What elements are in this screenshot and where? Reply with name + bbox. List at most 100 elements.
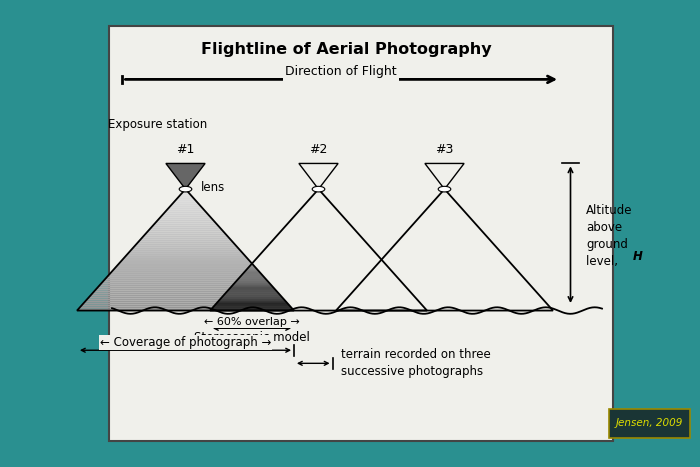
Polygon shape bbox=[162, 213, 209, 215]
Polygon shape bbox=[210, 310, 294, 311]
Polygon shape bbox=[213, 307, 291, 308]
Text: Stereoscopic model: Stereoscopic model bbox=[194, 331, 310, 344]
Polygon shape bbox=[239, 278, 265, 279]
Polygon shape bbox=[232, 284, 272, 285]
Polygon shape bbox=[153, 224, 218, 226]
Polygon shape bbox=[232, 285, 272, 286]
Polygon shape bbox=[228, 290, 276, 291]
Polygon shape bbox=[299, 163, 338, 189]
Polygon shape bbox=[166, 163, 205, 189]
Polygon shape bbox=[237, 280, 267, 281]
Polygon shape bbox=[239, 277, 265, 278]
Text: Jensen, 2009: Jensen, 2009 bbox=[615, 418, 683, 428]
Polygon shape bbox=[171, 203, 200, 205]
Text: lens: lens bbox=[201, 181, 225, 194]
Polygon shape bbox=[155, 221, 216, 224]
Polygon shape bbox=[248, 266, 256, 267]
Polygon shape bbox=[230, 287, 274, 288]
Polygon shape bbox=[106, 276, 265, 278]
Polygon shape bbox=[93, 290, 278, 292]
Polygon shape bbox=[247, 268, 257, 269]
Polygon shape bbox=[225, 293, 279, 294]
Text: ← Coverage of photograph →: ← Coverage of photograph → bbox=[100, 336, 271, 349]
Polygon shape bbox=[236, 281, 268, 282]
Polygon shape bbox=[230, 288, 274, 289]
Polygon shape bbox=[135, 244, 236, 246]
Polygon shape bbox=[140, 238, 231, 240]
Polygon shape bbox=[226, 292, 278, 293]
Polygon shape bbox=[133, 246, 238, 248]
Polygon shape bbox=[240, 276, 264, 277]
Polygon shape bbox=[221, 297, 283, 298]
Ellipse shape bbox=[312, 186, 325, 192]
Polygon shape bbox=[219, 299, 285, 300]
Polygon shape bbox=[224, 294, 280, 295]
Polygon shape bbox=[248, 267, 256, 268]
Polygon shape bbox=[336, 189, 553, 311]
Polygon shape bbox=[84, 300, 287, 303]
Polygon shape bbox=[249, 265, 255, 266]
Text: ← 60% overlap →: ← 60% overlap → bbox=[204, 317, 300, 327]
Polygon shape bbox=[118, 262, 253, 264]
Polygon shape bbox=[166, 209, 205, 212]
Polygon shape bbox=[115, 266, 256, 268]
Ellipse shape bbox=[438, 186, 451, 192]
Polygon shape bbox=[244, 271, 260, 272]
Polygon shape bbox=[136, 242, 234, 244]
Polygon shape bbox=[83, 303, 288, 304]
Polygon shape bbox=[146, 232, 225, 234]
Polygon shape bbox=[97, 286, 274, 288]
Text: #1: #1 bbox=[176, 143, 195, 156]
Polygon shape bbox=[223, 295, 281, 296]
Polygon shape bbox=[120, 260, 251, 262]
Polygon shape bbox=[139, 240, 232, 242]
Polygon shape bbox=[151, 226, 220, 227]
Polygon shape bbox=[243, 273, 261, 274]
Polygon shape bbox=[117, 264, 254, 266]
Polygon shape bbox=[227, 291, 277, 292]
Polygon shape bbox=[102, 280, 269, 282]
Polygon shape bbox=[245, 270, 259, 271]
Polygon shape bbox=[88, 297, 283, 298]
Polygon shape bbox=[92, 292, 279, 294]
Text: Exposure station: Exposure station bbox=[108, 118, 207, 131]
Polygon shape bbox=[113, 268, 258, 270]
Polygon shape bbox=[126, 254, 245, 256]
Text: #3: #3 bbox=[435, 143, 454, 156]
Polygon shape bbox=[211, 308, 293, 309]
Polygon shape bbox=[104, 278, 267, 280]
Polygon shape bbox=[251, 264, 253, 265]
Ellipse shape bbox=[179, 186, 192, 192]
Polygon shape bbox=[218, 300, 286, 301]
Polygon shape bbox=[214, 306, 290, 307]
Polygon shape bbox=[122, 258, 248, 260]
Polygon shape bbox=[218, 301, 286, 302]
Polygon shape bbox=[130, 250, 242, 252]
FancyBboxPatch shape bbox=[609, 409, 690, 438]
Polygon shape bbox=[101, 282, 270, 284]
Polygon shape bbox=[176, 197, 195, 199]
Polygon shape bbox=[111, 270, 260, 272]
Polygon shape bbox=[167, 207, 204, 209]
Polygon shape bbox=[228, 289, 276, 290]
Text: H: H bbox=[633, 250, 643, 263]
Polygon shape bbox=[238, 279, 266, 280]
Polygon shape bbox=[178, 195, 192, 197]
Polygon shape bbox=[99, 284, 272, 286]
Text: terrain recorded on three
successive photographs: terrain recorded on three successive pho… bbox=[341, 348, 491, 378]
Polygon shape bbox=[234, 283, 270, 284]
Polygon shape bbox=[241, 275, 263, 276]
Polygon shape bbox=[148, 230, 223, 232]
Polygon shape bbox=[95, 288, 276, 290]
Polygon shape bbox=[149, 227, 222, 230]
Polygon shape bbox=[169, 205, 202, 207]
Polygon shape bbox=[217, 302, 287, 303]
Polygon shape bbox=[231, 286, 273, 287]
Polygon shape bbox=[242, 274, 262, 275]
Polygon shape bbox=[173, 201, 198, 203]
FancyBboxPatch shape bbox=[108, 26, 612, 441]
Polygon shape bbox=[110, 272, 262, 274]
Polygon shape bbox=[183, 189, 188, 191]
Polygon shape bbox=[180, 193, 191, 195]
Polygon shape bbox=[216, 303, 288, 304]
